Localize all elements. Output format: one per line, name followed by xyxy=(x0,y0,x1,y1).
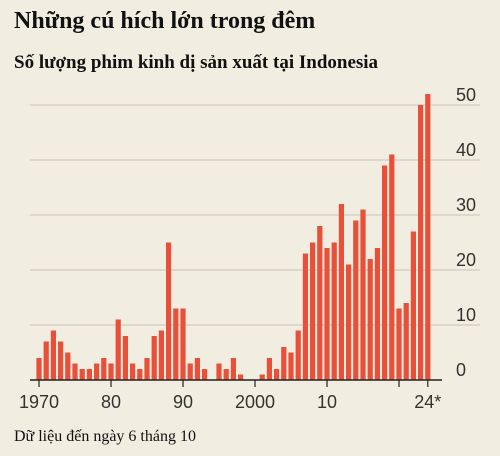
bar-2018 xyxy=(382,165,388,380)
bar-1983 xyxy=(130,363,136,380)
y-tick-label: 0 xyxy=(456,360,466,380)
bar-1977 xyxy=(86,369,92,380)
bar-2020 xyxy=(396,308,402,380)
bar-2022 xyxy=(410,231,416,380)
x-tick-label: 24* xyxy=(414,392,441,412)
x-tick-label: 10 xyxy=(317,392,337,412)
bar-1975 xyxy=(72,363,78,380)
bar-2009 xyxy=(317,226,323,380)
chart-title: Những cú hích lớn trong đêm xyxy=(14,8,316,34)
bar-2023 xyxy=(418,105,424,380)
bar-2017 xyxy=(374,248,380,380)
bar-1985 xyxy=(144,358,150,380)
bar-2014 xyxy=(353,220,359,380)
bar-2011 xyxy=(331,242,337,380)
y-tick-label: 50 xyxy=(456,85,476,105)
x-tick-label: 90 xyxy=(173,392,193,412)
bar-1998 xyxy=(238,374,244,380)
bar-1984 xyxy=(137,369,143,380)
footnote: Dữ liệu đến ngày 6 tháng 10 xyxy=(14,428,196,445)
bar-2010 xyxy=(324,248,330,380)
bar-2007 xyxy=(302,253,308,380)
bar-1986 xyxy=(151,336,157,380)
bar-1992 xyxy=(194,358,200,380)
bar-2015 xyxy=(360,209,366,380)
bar-1995 xyxy=(216,363,222,380)
bars xyxy=(36,94,431,380)
y-tick-label: 30 xyxy=(456,195,476,215)
y-tick-label: 40 xyxy=(456,140,476,160)
bar-1987 xyxy=(158,330,164,380)
bar-1988 xyxy=(166,242,172,380)
bar-2005 xyxy=(288,352,294,380)
bar-1993 xyxy=(202,369,208,380)
bar-2002 xyxy=(266,358,272,380)
x-tick-label: 2000 xyxy=(235,392,275,412)
axes: 0 10 20 30 40 50 1970 80 90 2000 10 24* xyxy=(19,85,476,412)
bar-2001 xyxy=(259,374,265,380)
x-tick-label: 1970 xyxy=(19,392,59,412)
bar-1971 xyxy=(43,341,49,380)
bar-1997 xyxy=(230,358,236,380)
bar-2008 xyxy=(310,242,316,380)
bar-2006 xyxy=(295,330,301,380)
bar-2019 xyxy=(389,154,395,380)
bar-1978 xyxy=(94,363,100,380)
bar-2004 xyxy=(281,347,287,380)
bar-2012 xyxy=(338,204,344,380)
bar-2016 xyxy=(367,259,373,380)
bar-1982 xyxy=(122,336,128,380)
bar-2013 xyxy=(346,264,352,380)
bar-1976 xyxy=(79,369,85,380)
bar-1973 xyxy=(58,341,64,380)
chart-subtitle: Số lượng phim kinh dị sản xuất tại Indon… xyxy=(14,52,379,73)
y-tick-label: 10 xyxy=(456,305,476,325)
bar-1981 xyxy=(115,319,121,380)
bar-1970 xyxy=(36,358,42,380)
x-tick-label: 80 xyxy=(101,392,121,412)
bar-2003 xyxy=(274,369,280,380)
bar-1979 xyxy=(101,358,107,380)
bar-1991 xyxy=(187,363,193,380)
bar-1972 xyxy=(50,330,56,380)
bar-1989 xyxy=(173,308,179,380)
bar-1996 xyxy=(223,369,229,380)
bar-1980 xyxy=(108,363,114,380)
bar-1974 xyxy=(65,352,71,380)
bar-2024 xyxy=(425,94,431,380)
y-tick-label: 20 xyxy=(456,250,476,270)
bar-2021 xyxy=(403,303,409,380)
bar-1990 xyxy=(180,308,186,380)
